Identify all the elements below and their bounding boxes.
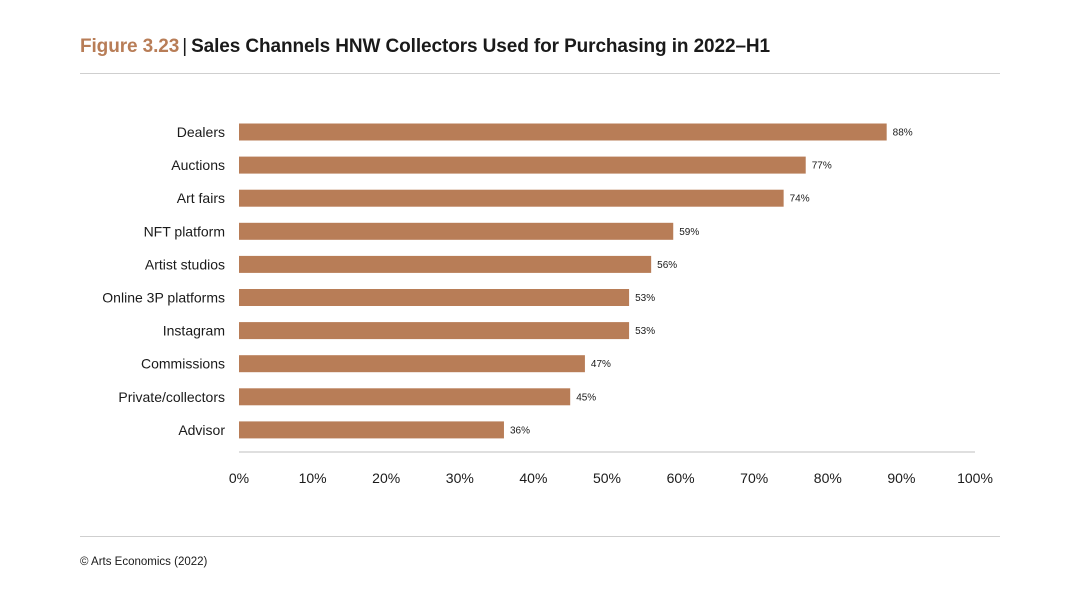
category-label: Commissions bbox=[141, 356, 225, 372]
value-label: 59% bbox=[679, 227, 699, 238]
bar bbox=[239, 123, 887, 141]
x-tick-label: 10% bbox=[299, 470, 327, 486]
x-tick-label: 0% bbox=[229, 470, 249, 486]
x-tick-label: 60% bbox=[667, 470, 695, 486]
category-label: Advisor bbox=[178, 422, 225, 438]
figure-label: Figure 3.23 bbox=[80, 36, 180, 57]
category-label: Private/collectors bbox=[118, 389, 225, 405]
value-label: 47% bbox=[591, 359, 611, 370]
category-label: NFT platform bbox=[144, 223, 225, 239]
category-label: Auctions bbox=[171, 157, 225, 173]
x-tick-label: 30% bbox=[446, 470, 474, 486]
category-label: Online 3P platforms bbox=[102, 290, 225, 306]
category-label: Artist studios bbox=[145, 256, 225, 272]
top-divider bbox=[80, 73, 1000, 74]
source-credit: © Arts Economics (2022) bbox=[80, 556, 208, 568]
bar bbox=[239, 421, 504, 439]
x-tick-label: 100% bbox=[957, 470, 993, 486]
value-label: 36% bbox=[510, 425, 530, 436]
bar bbox=[239, 189, 784, 207]
value-label: 88% bbox=[893, 128, 913, 139]
bar bbox=[239, 322, 630, 340]
x-tick-label: 50% bbox=[593, 470, 621, 486]
value-label: 56% bbox=[657, 260, 677, 271]
category-label: Instagram bbox=[163, 323, 225, 339]
value-label: 77% bbox=[812, 161, 832, 172]
figure-heading: Figure 3.23 | Sales Channels HNW Collector… bbox=[80, 36, 770, 58]
value-label: 74% bbox=[790, 194, 810, 205]
bar bbox=[239, 156, 806, 174]
x-tick-label: 20% bbox=[372, 470, 400, 486]
value-label: 53% bbox=[635, 326, 655, 337]
x-tick-label: 70% bbox=[740, 470, 768, 486]
bar bbox=[239, 355, 585, 373]
figure-title: Sales Channels HNW Collectors Used for P… bbox=[191, 36, 771, 57]
value-label: 53% bbox=[635, 293, 655, 304]
x-tick-label: 80% bbox=[814, 470, 842, 486]
bar bbox=[239, 289, 630, 306]
x-tick-label: 90% bbox=[887, 470, 915, 486]
bar-chart: Dealers 88% Auctions 77% Art fairs 74% NFT pla… bbox=[102, 123, 993, 486]
category-label: Dealers bbox=[177, 124, 225, 140]
bar bbox=[239, 388, 571, 406]
bottom-divider bbox=[80, 536, 1000, 537]
value-label: 45% bbox=[576, 392, 596, 403]
figure-separator: | bbox=[182, 36, 188, 57]
x-tick-label: 40% bbox=[519, 470, 547, 486]
category-label: Art fairs bbox=[177, 190, 225, 206]
bar bbox=[239, 255, 652, 273]
bar bbox=[239, 222, 674, 240]
